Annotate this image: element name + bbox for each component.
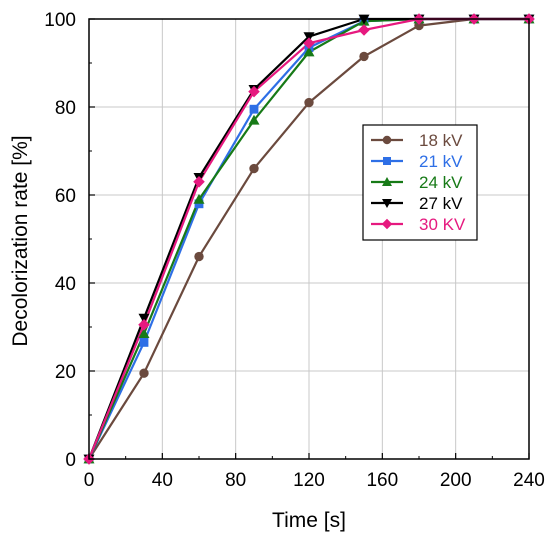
legend-swatch-marker	[382, 135, 392, 145]
y-tick-label: 40	[55, 274, 76, 295]
x-axis-ticks: 0 40 80 120 160 200 240	[84, 453, 545, 491]
data-point	[358, 24, 370, 36]
x-tick-label: 200	[440, 470, 472, 491]
data-point	[193, 193, 205, 204]
y-tick-label: 100	[44, 10, 76, 31]
x-tick-label: 40	[152, 470, 173, 491]
legend-label: 18 kV	[419, 131, 463, 150]
legend-item: 24 kV	[371, 173, 463, 192]
x-axis-title: Time [s]	[272, 509, 346, 532]
x-tick-label: 160	[366, 470, 398, 491]
x-tick-label: 240	[513, 470, 545, 491]
y-axis-title: Decolorization rate [%]	[9, 135, 32, 346]
data-point	[303, 32, 315, 43]
data-point	[249, 104, 259, 114]
legend-label: 30 KV	[419, 215, 466, 234]
legend-swatch-marker	[382, 199, 392, 208]
data-point	[303, 46, 315, 57]
data-point	[304, 97, 314, 108]
data-point	[359, 51, 369, 62]
data-point	[138, 313, 150, 324]
data-point	[248, 85, 260, 98]
x-tick-label: 120	[293, 470, 325, 491]
legend-label: 27 kV	[419, 194, 463, 213]
y-tick-label: 60	[55, 186, 76, 207]
legend-item: 21 kV	[371, 152, 463, 171]
y-tick-label: 20	[55, 362, 76, 383]
legend-swatch-marker	[381, 218, 393, 230]
y-tick-label: 80	[55, 98, 76, 119]
legend-item: 27 kV	[371, 194, 463, 213]
data-point	[138, 328, 150, 338]
data-point	[139, 368, 149, 378]
data-point	[194, 251, 204, 262]
data-point	[193, 176, 205, 188]
data-point	[138, 319, 150, 331]
legend: 18 kV 21 kV 24 kV 27 kV 30 KV	[362, 124, 478, 241]
x-tick-label: 0	[84, 470, 95, 491]
legend-item: 18 kV	[371, 131, 463, 150]
data-point	[303, 37, 315, 49]
data-point	[139, 338, 149, 347]
data-point	[249, 163, 259, 174]
x-tick-label: 80	[225, 470, 246, 491]
legend-label: 24 kV	[419, 173, 463, 192]
legend-item: 30 KV	[371, 215, 466, 234]
legend-swatch-marker	[382, 177, 392, 186]
series-markers	[83, 13, 535, 465]
data-point	[248, 114, 260, 125]
y-axis-ticks: 0 20 40 60 80 100	[44, 10, 95, 471]
legend-swatch-marker	[383, 157, 391, 165]
y-tick-label: 0	[65, 450, 76, 471]
legend-label: 21 kV	[419, 152, 463, 171]
